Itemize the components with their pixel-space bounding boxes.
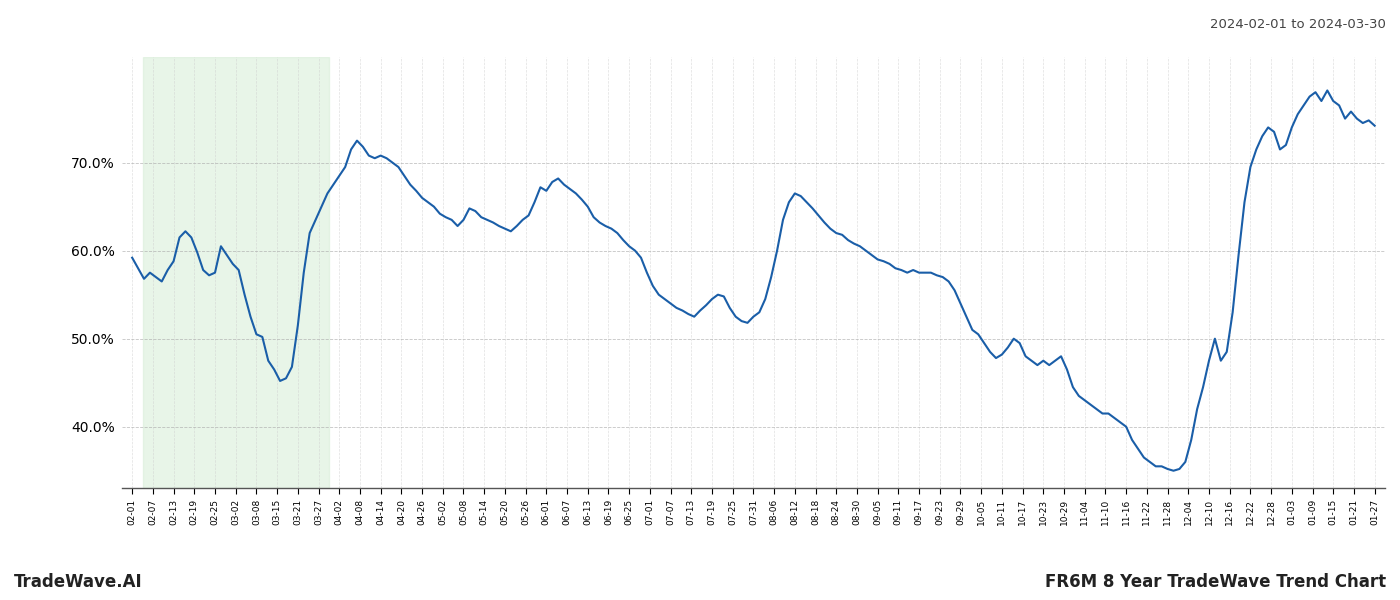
- Text: FR6M 8 Year TradeWave Trend Chart: FR6M 8 Year TradeWave Trend Chart: [1044, 573, 1386, 591]
- Bar: [143, 57, 329, 488]
- Text: 2024-02-01 to 2024-03-30: 2024-02-01 to 2024-03-30: [1210, 18, 1386, 31]
- Text: TradeWave.AI: TradeWave.AI: [14, 573, 143, 591]
